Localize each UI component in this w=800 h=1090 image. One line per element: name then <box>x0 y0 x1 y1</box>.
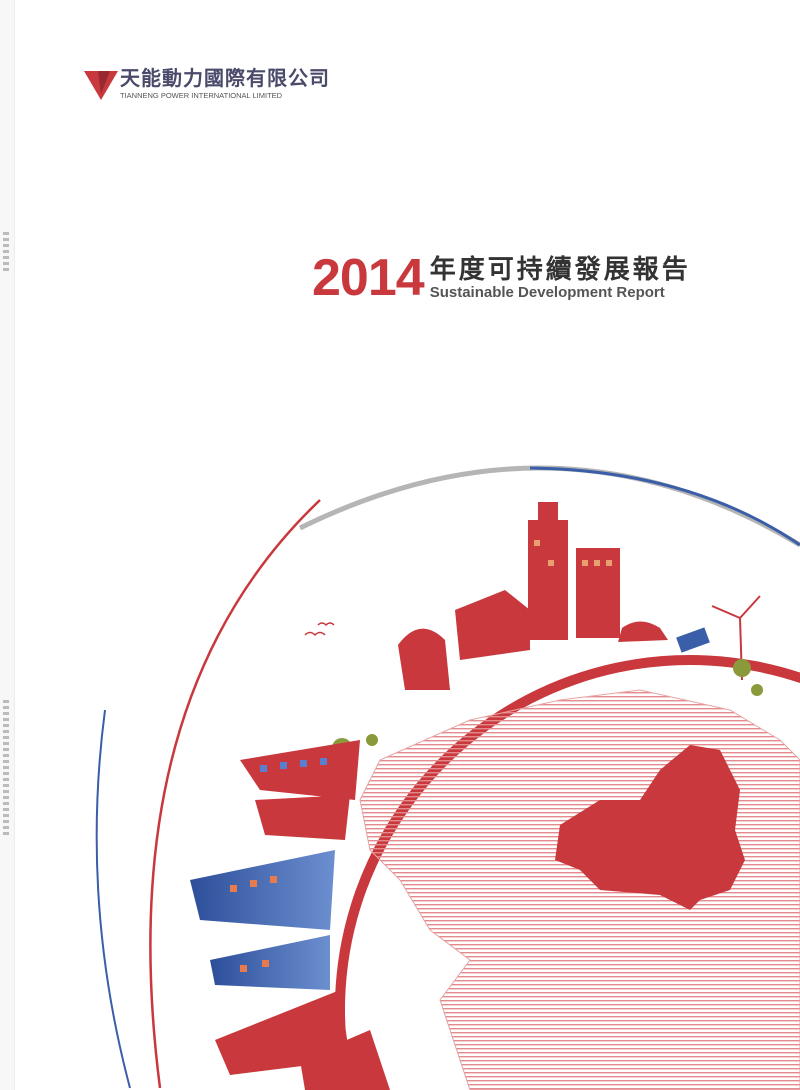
logo-v-icon <box>84 71 118 100</box>
report-title-cn: 年度可持續發展報告 <box>429 254 691 284</box>
left-blue-arc <box>95 709 131 1089</box>
report-title: 2014 年度可持續發展報告 Sustainable Development R… <box>312 252 691 304</box>
solar-panel <box>676 627 710 653</box>
left-windows <box>260 758 327 772</box>
company-logo: 天能動力國際有限公司 TIANNENG POWER INTERNATIONAL … <box>84 68 330 102</box>
left-buildings <box>190 740 390 1090</box>
spine-text-mark <box>3 232 9 272</box>
right-windows <box>230 876 277 972</box>
company-name-cn: 天能動力國際有限公司 <box>120 68 330 90</box>
spine-text-mark <box>3 700 9 835</box>
birds-icon <box>304 622 335 637</box>
windows <box>534 540 612 566</box>
report-title-en: Sustainable Development Report <box>429 284 665 301</box>
outer-blue-arc <box>529 466 800 547</box>
report-year: 2014 <box>312 249 425 307</box>
china-map <box>555 745 745 910</box>
company-name-en: TIANNENG POWER INTERNATIONAL LIMITED <box>120 91 283 100</box>
left-red-arc <box>149 499 321 1089</box>
book-spine <box>0 0 15 1090</box>
